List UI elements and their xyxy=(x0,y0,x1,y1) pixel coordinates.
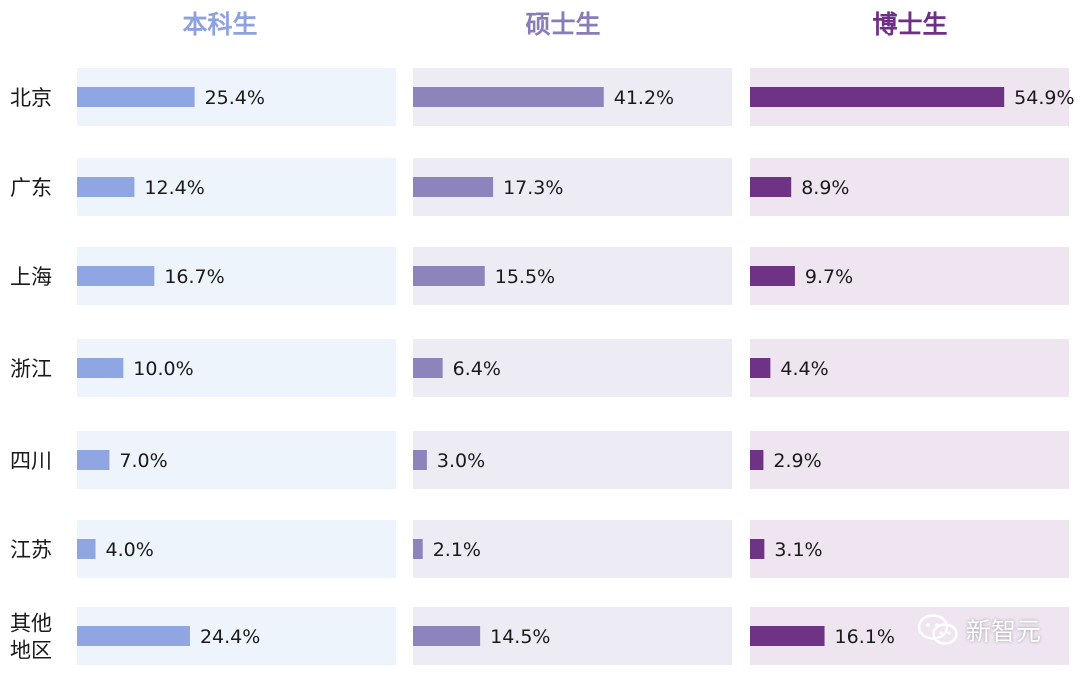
category-label: 广东 xyxy=(10,176,52,200)
category-label: 四川 xyxy=(10,449,52,473)
data-label: 4.0% xyxy=(106,539,154,561)
bar xyxy=(413,177,494,197)
bar xyxy=(750,177,792,197)
panel-bg xyxy=(750,339,1069,397)
wechat-icon xyxy=(917,614,958,645)
bar xyxy=(413,87,604,107)
panel-bg xyxy=(750,158,1069,216)
data-label: 16.7% xyxy=(164,266,224,288)
category-label: 江苏 xyxy=(10,538,52,562)
series-header: 博士生 xyxy=(872,10,947,39)
data-label: 54.9% xyxy=(1014,87,1074,109)
data-label: 10.0% xyxy=(133,358,193,380)
bar xyxy=(413,358,443,378)
data-label: 12.4% xyxy=(144,177,204,199)
category-label: 上海 xyxy=(10,265,52,289)
data-label: 9.7% xyxy=(805,266,853,288)
data-label: 17.3% xyxy=(503,177,563,199)
panel-bg xyxy=(77,339,396,397)
panel-bg xyxy=(77,520,396,578)
bar xyxy=(77,626,190,646)
bar xyxy=(750,87,1005,107)
category-label: 地区 xyxy=(10,639,52,663)
panel-bg xyxy=(750,247,1069,305)
data-label: 14.5% xyxy=(490,626,550,648)
category-label: 北京 xyxy=(10,86,52,110)
bar xyxy=(77,177,135,197)
data-label: 4.4% xyxy=(780,358,828,380)
data-label: 15.5% xyxy=(495,266,555,288)
bar xyxy=(750,450,764,470)
data-label: 3.0% xyxy=(437,450,485,472)
watermark: 新智元 xyxy=(916,612,1041,648)
bar xyxy=(413,450,427,470)
data-label: 7.0% xyxy=(119,450,167,472)
bar xyxy=(413,266,485,286)
bar xyxy=(750,358,771,378)
panel-bg xyxy=(77,431,396,489)
data-label: 8.9% xyxy=(801,177,849,199)
data-label: 2.9% xyxy=(773,450,821,472)
bar xyxy=(750,266,795,286)
data-label: 3.1% xyxy=(774,539,822,561)
bar xyxy=(77,358,124,378)
data-label: 6.4% xyxy=(453,358,501,380)
data-label: 2.1% xyxy=(433,539,481,561)
panel-bg xyxy=(750,431,1069,489)
bar xyxy=(77,87,195,107)
bar xyxy=(77,450,110,470)
watermark-text: 新智元 xyxy=(966,617,1042,646)
bar xyxy=(413,626,481,646)
bar xyxy=(413,539,423,559)
category-label: 其他 xyxy=(10,612,52,636)
bar xyxy=(77,539,96,559)
category-label: 浙江 xyxy=(10,357,52,381)
bar xyxy=(750,626,825,646)
panel-bg xyxy=(750,520,1069,578)
data-label: 41.2% xyxy=(614,87,674,109)
series-header: 本科生 xyxy=(182,10,257,39)
series-header: 硕士生 xyxy=(525,10,600,39)
panel-bg xyxy=(413,339,732,397)
data-label: 16.1% xyxy=(835,626,895,648)
bar xyxy=(750,539,765,559)
panel-bg xyxy=(413,431,732,489)
data-label: 25.4% xyxy=(205,87,265,109)
data-label: 24.4% xyxy=(200,626,260,648)
bar xyxy=(77,266,155,286)
panel-bg xyxy=(413,520,732,578)
